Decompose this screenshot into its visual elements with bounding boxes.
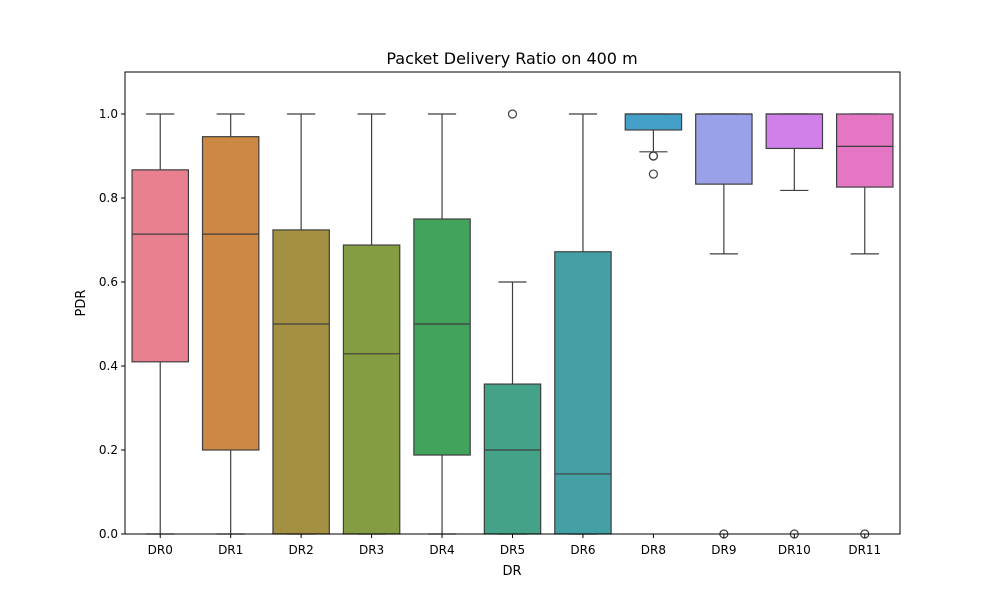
x-tick-label: DR5 bbox=[500, 543, 525, 557]
chart-title: Packet Delivery Ratio on 400 m bbox=[386, 49, 637, 68]
box-body bbox=[835, 113, 894, 188]
x-tick-label: DR8 bbox=[641, 543, 666, 557]
box-body bbox=[554, 251, 612, 535]
x-tick-label: DR3 bbox=[359, 543, 384, 557]
box-dr5 bbox=[483, 109, 542, 535]
box-body bbox=[624, 113, 683, 131]
outlier-point bbox=[648, 169, 659, 179]
x-tick-label: DR11 bbox=[848, 543, 881, 557]
box-body bbox=[765, 113, 824, 150]
box-body bbox=[695, 113, 753, 185]
outlier-point bbox=[507, 109, 518, 119]
x-axis: DR0 DR1 DR2 DR3 DR4 DR5 DR6 DR8 DR9 DR10 DR11 bbox=[148, 534, 881, 557]
y-axis: 0.0 0.2 0.4 0.6 0.8 1.0 bbox=[99, 107, 125, 541]
y-axis-label: PDR bbox=[74, 290, 89, 317]
box-dr11 bbox=[835, 113, 894, 539]
y-tick-label: 0.2 bbox=[99, 443, 118, 457]
y-tick-label: 1.0 bbox=[99, 107, 118, 121]
x-axis-label: DR bbox=[502, 564, 521, 579]
x-tick-label: DR4 bbox=[429, 543, 454, 557]
box-dr0 bbox=[131, 113, 190, 535]
x-tick-label: DR2 bbox=[289, 543, 314, 557]
box-body bbox=[272, 229, 330, 535]
box-dr1 bbox=[201, 113, 260, 535]
y-tick-label: 0.4 bbox=[99, 359, 118, 373]
box-dr8 bbox=[624, 113, 683, 179]
box-dr3 bbox=[342, 113, 401, 535]
box-body bbox=[131, 169, 190, 363]
box-body bbox=[342, 244, 401, 535]
x-tick-label: DR1 bbox=[218, 543, 243, 557]
box-dr2 bbox=[272, 113, 330, 535]
x-tick-label: DR6 bbox=[570, 543, 595, 557]
x-tick-label: DR10 bbox=[778, 543, 811, 557]
x-tick-label: DR0 bbox=[148, 543, 173, 557]
y-tick-label: 0.6 bbox=[99, 275, 118, 289]
plot-area bbox=[131, 109, 894, 539]
box-body bbox=[201, 136, 260, 451]
box-body bbox=[483, 383, 542, 535]
box-dr6 bbox=[554, 113, 612, 535]
plot-frame bbox=[124, 71, 901, 535]
x-tick-label: DR9 bbox=[711, 543, 736, 557]
box-dr4 bbox=[413, 113, 471, 535]
outlier-point bbox=[648, 151, 659, 161]
box-dr9 bbox=[695, 113, 753, 539]
y-tick-label: 0.8 bbox=[99, 191, 118, 205]
y-tick-label: 0.0 bbox=[99, 527, 118, 541]
box-body bbox=[413, 218, 471, 456]
